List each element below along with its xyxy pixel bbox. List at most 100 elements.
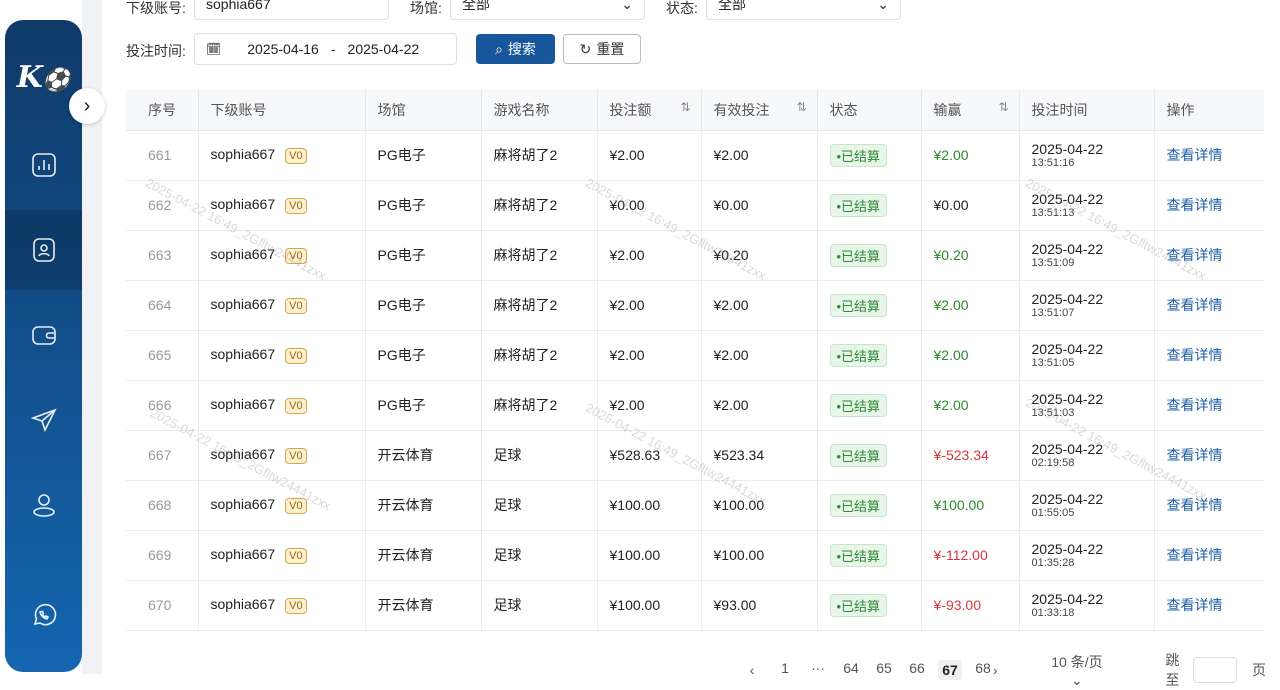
cell-action: 查看详情 [1154,530,1264,581]
page-suffix: 页 [1252,662,1267,678]
cell-bet: ¥2.00 [597,380,702,431]
chart-icon [31,153,56,177]
bet-date: 2025-04-22 [1031,141,1104,157]
cell-valid-bet: ¥93.00 [701,580,818,631]
cell-bet-time: 2025-04-22 13:51:05 [1019,330,1155,381]
view-details-link[interactable]: 查看详情 [1166,547,1223,563]
page-button[interactable]: 1 [781,660,789,676]
cell-status: •已结算 [817,330,922,381]
cell-bet-time: 2025-04-22 01:33:18 [1019,580,1155,631]
cell-valid-bet: ¥523.34 [701,430,818,481]
vip-badge: V0 [285,248,307,264]
sidebar-item-messages[interactable] [5,380,82,460]
cell-win-loss: ¥2.00 [921,330,1020,381]
sidebar-item-members[interactable] [5,210,82,290]
status-badge: •已结算 [829,393,888,417]
cell-status: •已结算 [817,280,922,331]
header-action: 操作 [1154,90,1264,131]
account-name: sophia667 [210,146,276,162]
header-bet[interactable]: 投注额 ⇅ [597,90,702,131]
date-end[interactable]: 2025-04-22 [347,41,420,57]
cell-venue: 开云体育 [365,480,482,531]
cell-bet-time: 2025-04-22 13:51:09 [1019,230,1155,281]
ellipsis-button[interactable]: ··· [811,660,825,676]
cell-account: sophia667 V0 [198,180,366,231]
table-header: 序号 下级账号 场馆 游戏名称 投注额 ⇅ 有效投注 ⇅ 状态 输赢 ⇅ 投注时间 操… [126,90,1264,131]
sort-icon[interactable]: ⇅ [796,99,807,114]
page-button[interactable]: 65 [876,660,892,676]
cell-game: 麻将胡了2 [481,280,598,331]
cell-game: 麻将胡了2 [481,230,598,281]
venue-select[interactable]: 全部 ⌄ [450,0,645,20]
sidebar-item-support[interactable] [5,575,82,655]
vip-badge: V0 [285,298,307,314]
page-button[interactable]: 68 [975,660,991,676]
view-details-link[interactable]: 查看详情 [1166,197,1223,213]
page-size-value: 10 条/页 [1051,653,1103,670]
page-button[interactable]: 64 [843,660,859,676]
account-label: 下级账号: [126,0,186,16]
cell-action: 查看详情 [1154,330,1264,381]
cell-action: 查看详情 [1154,380,1264,431]
view-details-link[interactable]: 查看详情 [1166,297,1223,313]
cell-account: sophia667 V0 [198,330,366,381]
view-details-link[interactable]: 查看详情 [1166,247,1223,263]
sort-icon[interactable]: ⇅ [998,99,1009,114]
page-size-select[interactable]: 10 条/页 ⌄ [1037,652,1125,689]
table-row: 668 sophia667 V0 开云体育 足球 ¥100.00 ¥100.00 … [126,480,1264,531]
bet-clock: 13:51:09 [1031,257,1075,269]
cell-valid-bet: ¥100.00 [701,480,818,531]
next-page-button[interactable]: › [992,662,998,678]
cell-bet-time: 2025-04-22 02:19:58 [1019,430,1155,481]
sort-icon[interactable]: ⇅ [680,99,691,114]
bet-date: 2025-04-22 [1031,441,1104,457]
sidebar-item-profile[interactable] [5,465,82,545]
page-button[interactable]: 67 [938,660,962,680]
user-card-icon [32,238,55,262]
reset-button[interactable]: ↻ 重置 [563,34,641,64]
sidebar-item-reports[interactable] [5,125,82,205]
cell-status: •已结算 [817,380,922,431]
header-bet-label: 投注额 [609,101,652,118]
date-start[interactable]: 2025-04-16 [247,41,319,57]
table-row: 665 sophia667 V0 PG电子 麻将胡了2 ¥2.00 ¥2.00 •… [126,330,1264,381]
cell-account: sophia667 V0 [198,530,366,581]
status-badge: •已结算 [829,493,888,517]
view-details-link[interactable]: 查看详情 [1166,497,1223,513]
sidebar-item-wallet[interactable] [5,295,82,375]
table-row: 667 sophia667 V0 开云体育 足球 ¥528.63 ¥523.34 … [126,430,1264,481]
prev-page-button[interactable]: ‹ [749,662,755,678]
view-details-link[interactable]: 查看详情 [1166,397,1223,413]
search-icon: ⌕ [495,40,503,57]
cell-bet: ¥2.00 [597,330,702,381]
cell-seq: 663 [126,230,199,281]
table-row: 666 sophia667 V0 PG电子 麻将胡了2 ¥2.00 ¥2.00 •… [126,380,1264,431]
cell-account: sophia667 V0 [198,280,366,331]
date-range-picker[interactable]: 🗓 2025-04-16 - 2025-04-22 [194,33,457,65]
account-name: sophia667 [210,396,276,412]
status-select[interactable]: 全部 ⌄ [706,0,901,20]
cell-win-loss: ¥2.00 [921,380,1020,431]
expand-sidebar-button[interactable]: › [69,88,105,124]
cell-action: 查看详情 [1154,580,1264,631]
header-account: 下级账号 [198,90,366,131]
cell-status: •已结算 [817,580,922,631]
vip-badge: V0 [285,398,307,414]
cell-game: 足球 [481,430,598,481]
account-input[interactable]: sophia667 [194,0,389,20]
cell-seq: 669 [126,530,199,581]
view-details-link[interactable]: 查看详情 [1166,147,1223,163]
jump-page-input[interactable] [1193,657,1238,683]
view-details-link[interactable]: 查看详情 [1166,447,1223,463]
vip-badge: V0 [285,198,307,214]
search-button[interactable]: ⌕ 搜索 [476,34,555,64]
header-valid-bet[interactable]: 有效投注 ⇅ [701,90,818,131]
header-win-loss[interactable]: 输赢 ⇅ [921,90,1020,131]
page-button[interactable]: 66 [909,660,925,676]
view-details-link[interactable]: 查看详情 [1166,347,1223,363]
status-badge: •已结算 [829,543,888,567]
user-icon [32,494,55,517]
view-details-link[interactable]: 查看详情 [1166,597,1223,613]
cell-account: sophia667 V0 [198,430,366,481]
chevron-down-icon: ⌄ [621,0,633,12]
